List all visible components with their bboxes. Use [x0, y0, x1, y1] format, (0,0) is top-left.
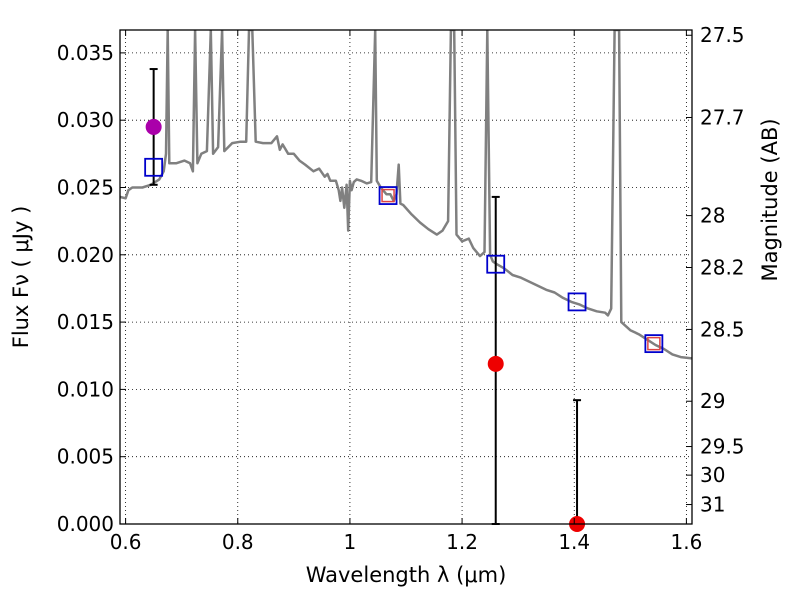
x-tick-label: 1.6 — [670, 530, 702, 554]
right-tick-label: 31 — [700, 493, 725, 517]
model-band-square — [381, 188, 395, 203]
model-photometry-square — [144, 157, 164, 177]
right-tick-label: 27.5 — [700, 23, 745, 47]
right-tick-label: 27.7 — [700, 105, 745, 129]
x-tick-label: 1.2 — [446, 530, 478, 554]
right-tick-label: 29.5 — [700, 435, 745, 459]
y-axis-title-right: Magnitude (AB) — [758, 118, 782, 281]
right-tick-label: 28.2 — [700, 256, 745, 280]
y-tick-label: 0.030 — [57, 108, 114, 132]
y-tick-label: 0.020 — [57, 243, 114, 267]
model-photometry-square — [486, 254, 506, 274]
x-tick-label: 1 — [344, 530, 357, 554]
model-band-square — [647, 336, 661, 351]
x-tick-label: 1.4 — [558, 530, 590, 554]
model-spectrum-line — [120, 30, 692, 360]
model-photometry-square — [378, 186, 398, 205]
right-tick-label: 29 — [700, 389, 725, 413]
y-tick-label: 0.005 — [57, 445, 114, 469]
observed-flux-point — [487, 355, 504, 372]
y-tick-label: 0.000 — [57, 512, 114, 536]
right-tick-label: 28 — [700, 204, 725, 228]
axes: 0.6 0.8 1 1.2 1.4 1.6 0.000 0.005 0.010 0.015 0.02… — [57, 23, 745, 554]
plot-area — [120, 30, 692, 360]
plot-frame — [119, 29, 693, 525]
y-tick-label: 0.025 — [57, 175, 114, 199]
outside-marks — [144, 68, 664, 532]
y-tick-label: 0.015 — [57, 310, 114, 334]
y-tick-label: 0.010 — [57, 377, 114, 401]
y-axis-title-left: Flux Fν ( μJy ) — [9, 206, 33, 349]
right-tick-label: 30 — [700, 463, 725, 487]
observed-flux-point — [145, 118, 162, 135]
model-photometry-square — [644, 334, 664, 354]
x-tick-label: 0.8 — [222, 530, 254, 554]
x-axis-title: Wavelength λ (μm) — [306, 563, 507, 587]
y-tick-label: 0.035 — [57, 41, 114, 65]
model-photometry-square — [567, 292, 587, 312]
plot-background — [120, 30, 692, 524]
right-tick-label: 28.5 — [700, 317, 745, 341]
x-tick-label: 0.6 — [110, 530, 142, 554]
